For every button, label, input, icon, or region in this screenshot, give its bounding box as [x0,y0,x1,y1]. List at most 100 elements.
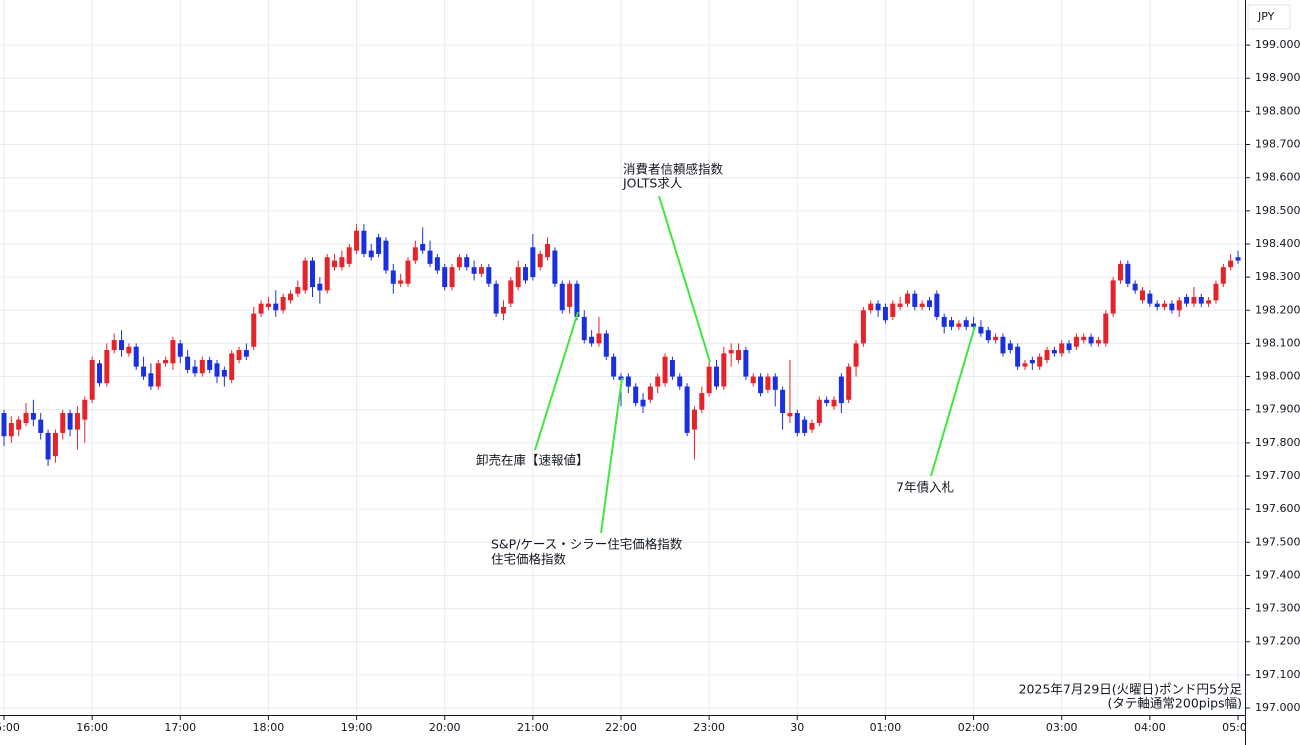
candle-body [625,376,631,387]
annotation-arrow [658,195,711,363]
candle-body [207,359,213,370]
candle-body [1000,336,1006,354]
candle-body [633,386,639,404]
candle-body [1154,303,1160,307]
y-tick-label: 198.400 [1255,237,1300,250]
candle-body [824,399,830,404]
candle-body [1220,267,1226,284]
candle-body [794,413,800,433]
caption: 2025年7月29日(火曜日)ポンド円5分足 [1019,682,1243,697]
candle-body [882,306,888,321]
candle-body [971,323,977,327]
y-tick-label: 197.700 [1255,469,1300,482]
candle-body [868,303,874,311]
candle-body [280,297,286,311]
candle-body [471,267,477,274]
candle-body [82,399,88,420]
y-tick-label: 198.100 [1255,336,1300,349]
y-tick-label: 198.900 [1255,71,1300,84]
y-tick-label: 197.400 [1255,568,1300,581]
candle-body [1206,300,1212,304]
candle-body [1235,257,1241,261]
candle-body [780,389,786,414]
candle-body [221,369,227,377]
candle-body [963,320,969,327]
candle-body [684,386,690,433]
candle-body [838,376,844,404]
candle-body [500,306,506,314]
x-tick-label: 02:00 [958,721,990,734]
candle-body [919,303,925,307]
candle-body [816,399,822,423]
x-tick-label: 30 [790,721,804,734]
candle-body [993,336,999,341]
candle-body [493,283,499,314]
candle-body [985,330,991,341]
candle-body [1176,300,1182,311]
candle-body [706,366,712,394]
y-tick-label: 199.000 [1255,38,1300,51]
candle-body [1191,297,1197,304]
candle-body [405,260,411,284]
candle-body [295,287,301,294]
candle-body [1007,343,1013,351]
annotation: 卸売在庫【速報値】 [476,453,589,468]
y-tick-label: 198.600 [1255,171,1300,184]
candle-body [456,257,462,268]
candle-body [74,413,80,430]
candle-body [1213,283,1219,301]
candle-body [809,422,815,430]
candle-body [1066,343,1072,351]
candle-body [537,253,543,268]
candle-body [170,340,176,364]
candle-body [141,366,147,377]
candle-body [376,237,382,254]
candle-body [434,257,440,271]
candle-body [640,399,646,407]
candle-body [1103,313,1109,344]
candle-body [148,373,154,387]
candle-body [691,409,697,430]
candle-body [60,413,66,433]
candle-body [589,336,595,344]
candle-body [890,303,896,317]
candle-body [52,432,58,457]
candle-body [67,413,73,430]
annotation: JOLTS求人 [622,176,683,191]
candle-body [1073,336,1079,347]
annotation-arrow [600,377,623,534]
candle-body [464,257,470,268]
candle-body [574,283,580,317]
candle-body [265,303,271,307]
candle-body [713,366,719,387]
x-tick-label: 22:00 [605,721,637,734]
candle-body [16,419,22,430]
candle-body [743,350,749,377]
candle-body [23,413,29,423]
candle-body [662,356,668,384]
candle-body [1051,350,1057,354]
candle-body [802,419,808,433]
candle-body [332,260,338,268]
annotation: S&P/ケース・シラー住宅価格指数 [491,537,683,552]
candle-body [1132,283,1138,291]
candle-body [96,363,102,384]
candle-body [111,340,117,351]
x-tick-label: 04:00 [1134,721,1166,734]
candle-body [750,376,756,384]
candle-body [1059,343,1065,354]
caption: (タテ軸通常200pips幅) [1108,696,1242,711]
candle-body [956,323,962,327]
annotation-arrow [930,325,976,477]
candle-body [831,399,837,407]
x-tick-label: 20:00 [429,721,461,734]
y-tick-label: 197.000 [1255,701,1300,714]
candle-body [772,376,778,390]
y-tick-label: 198.200 [1255,303,1300,316]
candle-body [8,422,14,437]
candle-body [853,343,859,367]
x-tick-label: 17:00 [164,721,196,734]
candle-body [104,350,110,384]
candle-body [317,283,323,291]
y-tick-label: 197.200 [1255,635,1300,648]
